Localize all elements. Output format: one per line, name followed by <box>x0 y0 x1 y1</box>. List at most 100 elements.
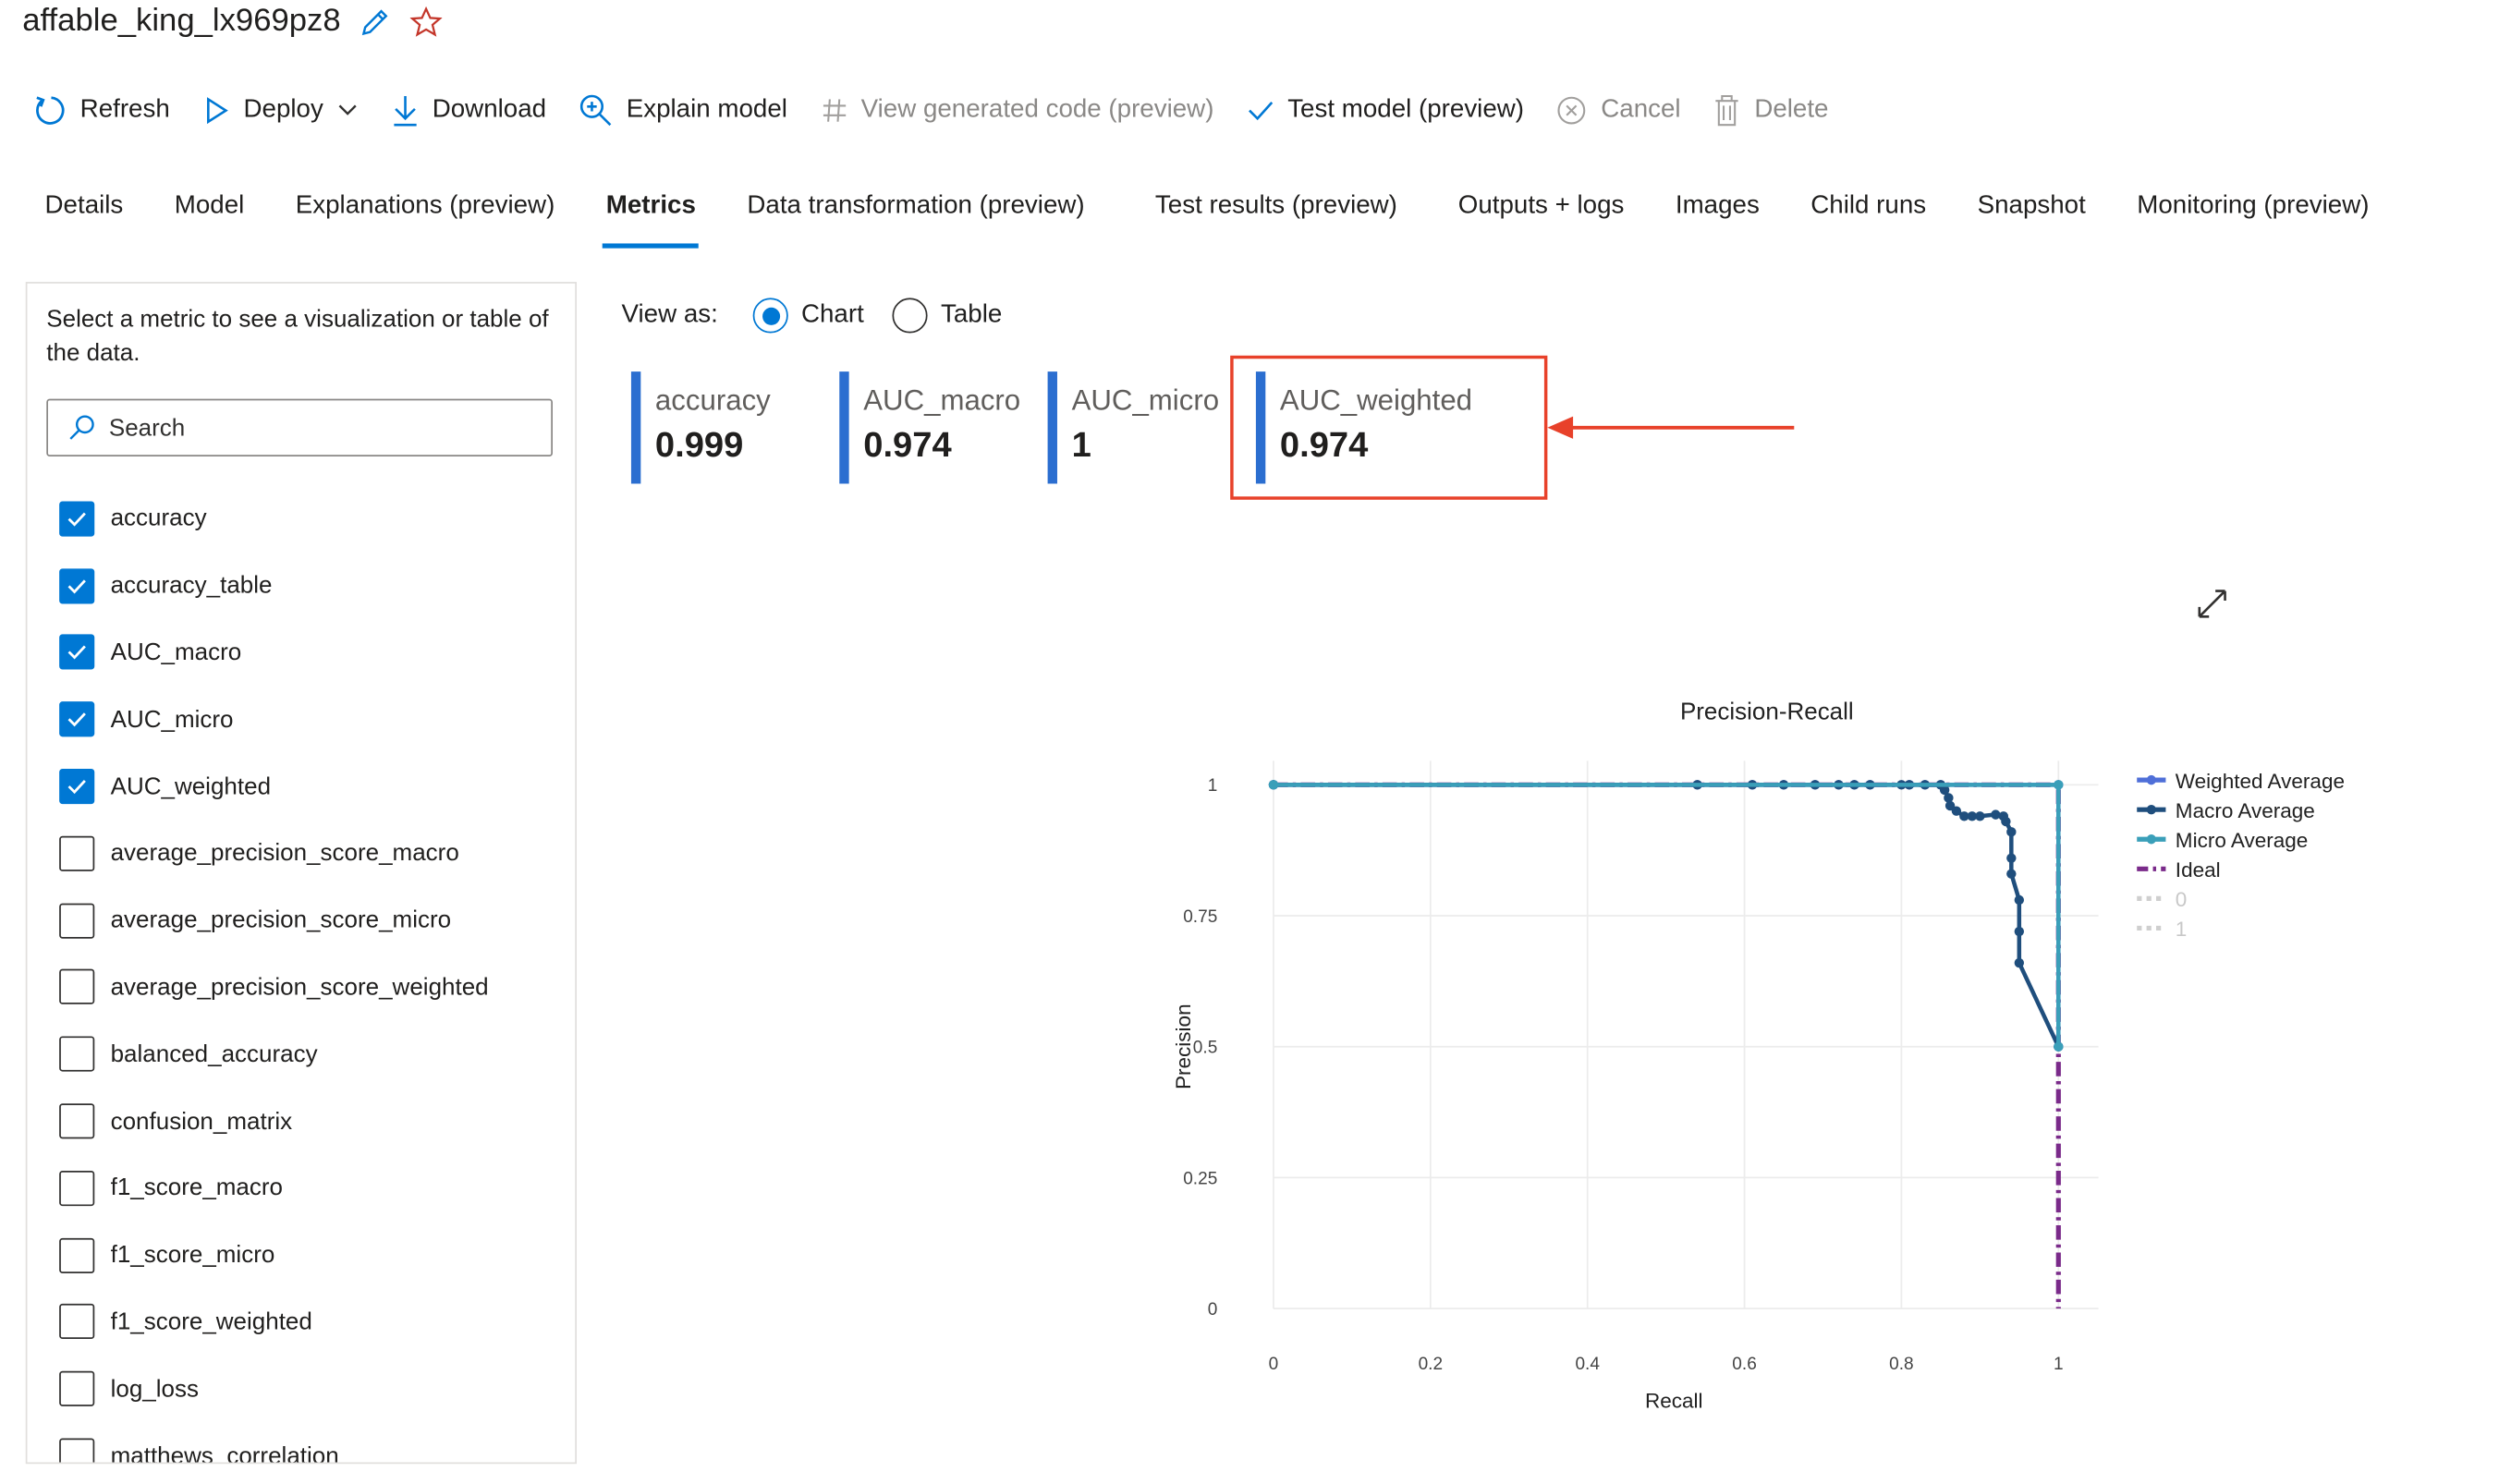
data-point <box>2054 780 2064 790</box>
metric-checkbox[interactable] <box>59 769 95 805</box>
data-point <box>1951 806 1962 816</box>
data-point <box>2006 827 2017 837</box>
zoom-icon <box>579 94 612 127</box>
chart-title: Precision-Recall <box>1680 697 1854 724</box>
refresh-button[interactable]: Refresh <box>32 93 170 128</box>
metric-checkbox[interactable] <box>59 835 95 871</box>
tab-data-transformation[interactable]: Data transformation (preview) <box>747 191 1085 220</box>
tab-images[interactable]: Images <box>1675 191 1760 220</box>
metric-item-accuracy[interactable]: accuracy <box>59 485 489 552</box>
metric-checkbox[interactable] <box>59 567 95 603</box>
metric-item-matthews-correlation[interactable]: matthews_correlation <box>59 1422 489 1463</box>
legend-entry: Ideal <box>2176 858 2221 882</box>
table-radio-label[interactable]: Table <box>940 300 1003 329</box>
explain-model-button[interactable]: Explain model <box>579 93 787 128</box>
metric-checkbox[interactable] <box>59 1438 95 1463</box>
metric-item-auc-weighted[interactable]: AUC_weighted <box>59 753 489 820</box>
search-icon <box>69 415 94 440</box>
data-point <box>1967 811 1978 821</box>
checkmark-icon <box>67 780 86 795</box>
cancel-icon <box>1558 96 1586 125</box>
metric-card-value: 0.974 <box>1279 424 1369 465</box>
metric-item-log-loss[interactable]: log_loss <box>59 1356 489 1422</box>
metric-item-label: AUC_macro <box>110 639 242 667</box>
data-point <box>1939 785 1950 796</box>
x-tick-label: 0.8 <box>1889 1355 1913 1374</box>
chart-radio-label[interactable]: Chart <box>800 300 864 329</box>
view-as-group: View as: Chart Table <box>622 298 1003 334</box>
metric-checkbox[interactable] <box>59 1371 95 1407</box>
tab-model[interactable]: Model <box>174 191 245 220</box>
download-button[interactable]: Download <box>391 93 546 128</box>
metric-checkbox[interactable] <box>59 1304 95 1340</box>
legend-entry: 1 <box>2176 918 2188 941</box>
tab-metrics[interactable]: Metrics <box>603 179 700 249</box>
view-generated-code-label: View generated code (preview) <box>860 95 1214 124</box>
delete-button[interactable]: Delete <box>1713 93 1828 128</box>
metric-checkbox[interactable] <box>59 635 95 671</box>
legend-marker <box>2146 774 2157 785</box>
metric-checkbox[interactable] <box>59 969 95 1005</box>
metric-item-confusion-matrix[interactable]: confusion_matrix <box>59 1088 489 1154</box>
cancel-button[interactable]: Cancel <box>1556 94 1681 127</box>
metric-item-balanced-accuracy[interactable]: balanced_accuracy <box>59 1021 489 1088</box>
highlight-box <box>1230 355 1548 500</box>
metric-card-value: 1 <box>1071 424 1091 465</box>
tab-outputs-logs[interactable]: Outputs + logs <box>1457 191 1625 220</box>
y-tick-label: 0 <box>1208 1300 1218 1320</box>
metric-item-label: AUC_weighted <box>110 772 272 800</box>
metric-item-label: accuracy <box>110 505 207 533</box>
view-generated-code-button[interactable]: View generated code (preview) <box>820 95 1214 125</box>
test-model-button[interactable]: Test model (preview) <box>1246 96 1524 125</box>
metric-card-name: accuracy <box>654 383 771 417</box>
tab-snapshot[interactable]: Snapshot <box>1977 191 2086 220</box>
data-point <box>2054 1041 2064 1052</box>
table-radio[interactable] <box>892 298 929 334</box>
tab-child-runs[interactable]: Child runs <box>1810 191 1927 220</box>
search-placeholder: Search <box>108 414 186 442</box>
chart-radio[interactable] <box>752 298 789 334</box>
deploy-button[interactable]: Deploy <box>201 96 359 125</box>
metric-card-name: AUC_micro <box>1071 383 1220 417</box>
metric-checkbox[interactable] <box>59 701 95 737</box>
metric-checkbox[interactable] <box>59 903 95 939</box>
metric-item-auc-micro[interactable]: AUC_micro <box>59 687 489 753</box>
metric-checkbox[interactable] <box>59 1036 95 1073</box>
metric-item-f1-score-micro[interactable]: f1_score_micro <box>59 1222 489 1288</box>
metric-checkbox[interactable] <box>59 1237 95 1273</box>
tab-test-results[interactable]: Test results (preview) <box>1154 191 1397 220</box>
metric-checkbox[interactable] <box>59 1170 95 1206</box>
metric-item-f1-score-macro[interactable]: f1_score_macro <box>59 1155 489 1222</box>
precision-recall-chart[interactable]: Precision-Recall 0 0.2 0.4 0.6 0.8 1 0 0.25 0.5 0.… <box>1121 673 2403 1441</box>
metric-item-average-precision-score-weighted[interactable]: average_precision_score_weighted <box>59 954 489 1020</box>
favorite-star-icon[interactable] <box>408 4 443 39</box>
expand-chart-icon[interactable] <box>2195 586 2230 629</box>
metric-item-average-precision-score-macro[interactable]: average_precision_score_macro <box>59 820 489 886</box>
metric-item-label: f1_score_weighted <box>110 1308 312 1336</box>
edit-pencil-icon[interactable] <box>357 4 392 39</box>
cancel-label: Cancel <box>1601 95 1681 124</box>
chevron-down-icon <box>338 104 357 116</box>
metric-card-accuracy: accuracy 0.999 <box>630 371 771 484</box>
metric-item-label: average_precision_score_micro <box>110 906 452 934</box>
trash-icon <box>1715 94 1738 127</box>
metric-card-name: AUC_weighted <box>1279 383 1473 417</box>
metric-card-auc-macro: AUC_macro 0.974 <box>839 371 1021 484</box>
legend-entry: 0 <box>2176 888 2188 911</box>
metric-checkbox[interactable] <box>59 501 95 537</box>
metric-item-auc-macro[interactable]: AUC_macro <box>59 619 489 686</box>
tab-monitoring[interactable]: Monitoring (preview) <box>2137 191 2370 220</box>
metric-item-average-precision-score-micro[interactable]: average_precision_score_micro <box>59 887 489 954</box>
data-point <box>2014 926 2025 937</box>
metric-card-name: AUC_macro <box>863 383 1021 417</box>
legend-entry: Macro Average <box>2176 799 2315 822</box>
tab-details[interactable]: Details <box>44 191 124 220</box>
metric-hint-text: Select a metric to see a visualization o… <box>46 306 549 367</box>
checkmark-icon <box>67 712 86 727</box>
tab-explanations[interactable]: Explanations (preview) <box>295 191 555 220</box>
metric-item-f1-score-weighted[interactable]: f1_score_weighted <box>59 1289 489 1356</box>
search-input[interactable]: Search <box>46 398 553 456</box>
test-model-label: Test model (preview) <box>1287 95 1525 124</box>
metric-item-accuracy-table[interactable]: accuracy_table <box>59 553 489 619</box>
metric-checkbox[interactable] <box>59 1103 95 1139</box>
